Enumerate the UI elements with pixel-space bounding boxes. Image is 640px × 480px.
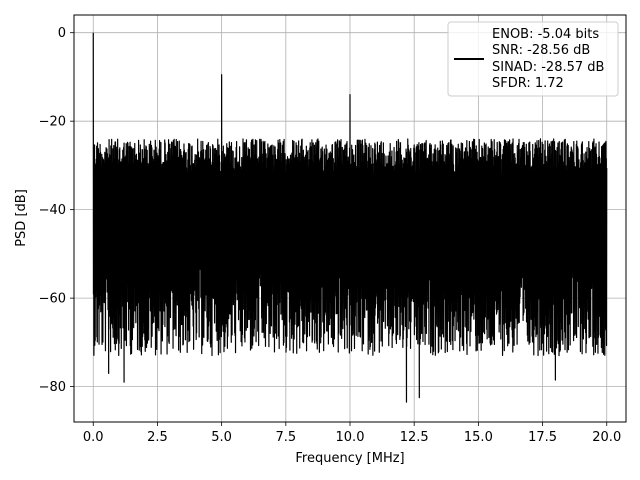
psd-series-line — [92, 32, 608, 403]
x-tick-label: 7.5 — [275, 430, 296, 445]
y-tick-label: −60 — [39, 292, 66, 307]
x-axis-ticks: 0.0 2.5 5.0 7.5 10.0 12.5 15.0 17.5 20.0 — [83, 422, 621, 445]
legend-enob: ENOB: -5.04 bits — [492, 27, 599, 42]
x-tick-label: 17.5 — [528, 430, 557, 445]
legend: ENOB: -5.04 bits SNR: -28.56 dB SINAD: -… — [447, 21, 619, 97]
y-tick-label: −40 — [39, 203, 66, 218]
legend-snr: SNR: -28.56 dB — [492, 43, 590, 58]
y-tick-label: −80 — [39, 380, 66, 395]
x-tick-label: 15.0 — [464, 430, 493, 445]
psd-trace — [92, 32, 608, 403]
x-tick-label: 0.0 — [83, 430, 104, 445]
legend-sfdr: SFDR: 1.72 — [492, 76, 564, 91]
x-tick-label: 20.0 — [592, 430, 621, 445]
legend-sinad: SINAD: -28.57 dB — [492, 60, 604, 75]
x-tick-label: 5.0 — [211, 430, 232, 445]
x-tick-label: 10.0 — [336, 430, 365, 445]
x-tick-label: 2.5 — [147, 430, 168, 445]
y-tick-label: −20 — [39, 115, 66, 130]
y-axis-ticks: 0 −20 −40 −60 −80 — [39, 26, 74, 395]
x-axis-label: Frequency [MHz] — [295, 451, 404, 466]
y-axis-label: PSD [dB] — [14, 189, 29, 247]
x-tick-label: 12.5 — [400, 430, 429, 445]
y-tick-label: 0 — [58, 26, 66, 41]
legend-box — [447, 21, 619, 97]
